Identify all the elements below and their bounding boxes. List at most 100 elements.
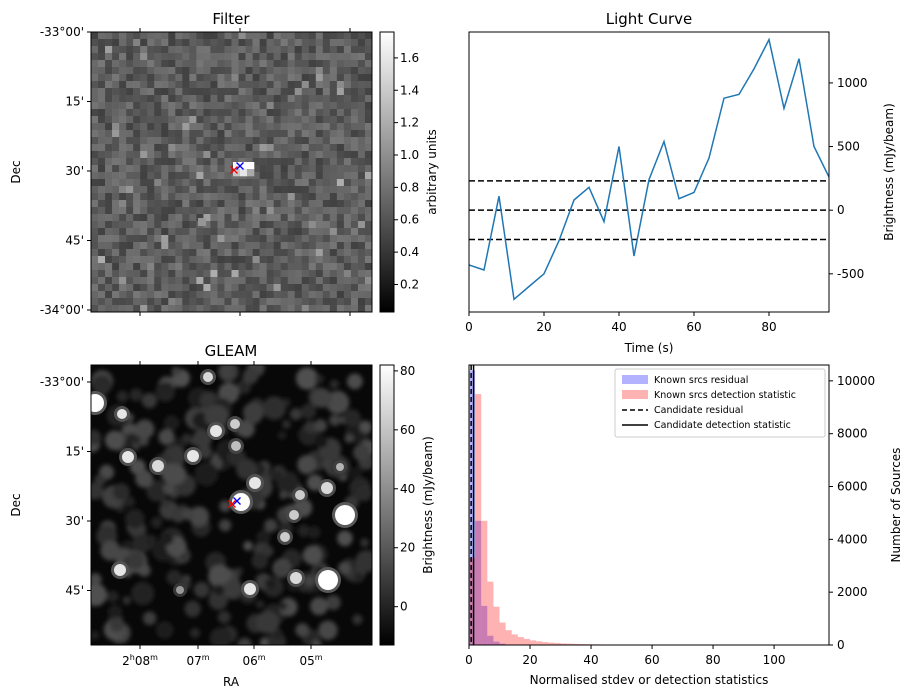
filter-pixel [210,172,218,180]
filter-pixel [231,116,239,124]
filter-pixel [210,165,218,173]
filter-pixel [322,158,331,166]
gleam-noise [262,396,287,420]
filter-pixel [287,95,296,103]
filter-pixel [126,109,134,117]
gleam-noise [358,559,367,568]
filter-pixel [196,158,204,166]
filter-pixel [175,277,183,285]
filter-pixel [329,46,338,54]
gleam-noise [251,552,269,570]
filter-pixel [140,207,148,215]
filter-pixel [140,172,148,180]
filter-pixel [217,137,225,145]
filter-pixel [245,270,253,278]
filter-pixel [189,46,197,54]
filter-pixel [203,179,211,187]
filter-pixel [189,221,197,229]
filter-pixel [154,179,162,187]
filter-pixel [364,39,372,47]
filter-pixel [315,95,324,103]
filter-pixel [161,249,169,257]
filter-pixel [308,46,317,54]
filter-pixel [343,53,352,61]
filter-pixel [91,179,99,187]
filter-pixel [287,305,296,312]
filter-pixel [259,207,267,215]
filter-pixel [350,249,359,257]
filter-pixel [329,207,338,215]
filter-pixel [231,298,239,306]
filter-pixel [168,277,176,285]
filter-pixel [252,60,260,68]
filter-pixel [210,284,218,292]
filter-pixel [126,67,134,75]
filter-pixel [119,193,127,201]
filter-pixel [343,221,352,229]
filter-pixel [196,144,204,152]
filter-pixel [126,298,134,306]
filter-pixel [336,109,345,117]
gleam-source [318,570,338,590]
filter-pixel [175,39,183,47]
hist-x-label: 0 [465,653,473,667]
filter-pixel [147,102,155,110]
filter-pixel [280,193,289,201]
filter-pixel [259,305,267,312]
filter-pixel [336,228,345,236]
filter-pixel [210,102,218,110]
lc-x-label: 40 [611,320,626,334]
filter-pixel [350,277,359,285]
filter-pixel [189,214,197,222]
filter-pixel [336,137,345,145]
filter-pixel [175,116,183,124]
filter-pixel [203,116,211,124]
filter-pixel [315,158,324,166]
filter-pixel [259,95,267,103]
filter-pixel [203,39,211,47]
filter-pixel [217,102,225,110]
filter-pixel [168,200,176,208]
filter-pixel [329,298,338,306]
filter-pixel [343,298,352,306]
filter-pixel [280,60,289,68]
filter-pixel [203,186,211,194]
filter-pixel [175,291,183,299]
filter-pixel [133,165,141,173]
filter-pixel [168,186,176,194]
filter-pixel [266,130,274,138]
filter-pixel [245,193,253,201]
filter-pixel [231,95,239,103]
filter-pixel [245,74,253,82]
filter-pixel [294,172,303,180]
filter-pixel [287,165,296,173]
filter-pixel [294,193,303,201]
gleam-noise [303,420,317,434]
filter-pixel [308,179,317,187]
filter-pixel [140,221,148,229]
filter-pixel [280,284,289,292]
filter-pixel [112,81,120,89]
filter-pixel [273,46,281,54]
filter-pixel [322,228,331,236]
filter-pixel [217,95,225,103]
filter-pixel [301,284,310,292]
filter-pixel [91,200,99,208]
gleam-noise [171,508,186,523]
gleam-cbar-label: 20 [400,541,415,555]
filter-pixel [182,102,190,110]
filter-pixel [343,263,352,271]
filter-pixel [119,284,127,292]
filter-pixel [336,277,345,285]
filter-pixel [91,263,99,271]
filter-pixel [133,130,141,138]
filter-pixel [203,60,211,68]
filter-pixel [161,298,169,306]
filter-pixel [231,256,239,264]
filter-pixel [112,284,120,292]
filter-pixel [245,249,253,257]
filter-pixel [294,214,303,222]
filter-pixel [203,249,211,257]
filter-pixel [315,235,324,243]
